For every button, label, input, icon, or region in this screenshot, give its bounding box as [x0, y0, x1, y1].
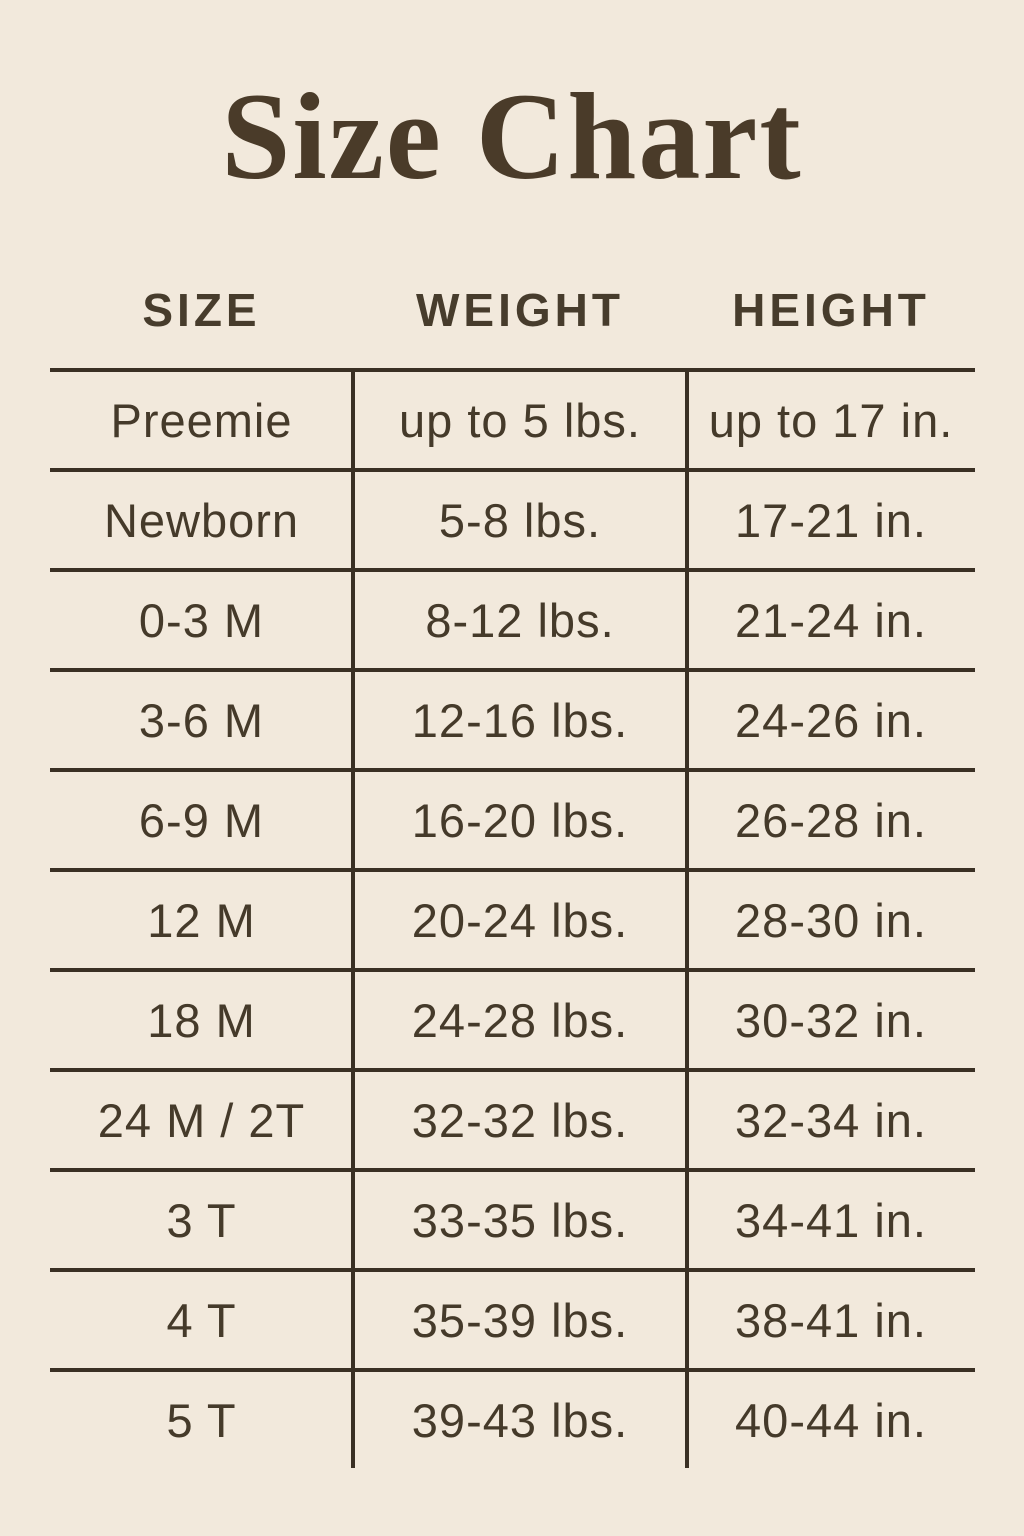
size-cell: Preemie: [110, 393, 293, 447]
table-row: 3-6 M 12-16 lbs. 24-26 in.: [50, 668, 975, 768]
table-row: Newborn 5-8 lbs. 17-21 in.: [50, 468, 975, 568]
table-row: 3 T 33-35 lbs. 34-41 in.: [50, 1168, 975, 1268]
height-cell: 32-34 in.: [735, 1093, 927, 1147]
column-header-weight: WEIGHT: [416, 284, 624, 336]
weight-cell: 5-8 lbs.: [438, 493, 602, 547]
height-cell: 38-41 in.: [735, 1293, 927, 1347]
size-cell: Newborn: [103, 493, 300, 547]
height-cell: 26-28 in.: [735, 793, 927, 847]
weight-cell: up to 5 lbs.: [399, 393, 641, 447]
table-row: 5 T 39-43 lbs. 40-44 in.: [50, 1368, 975, 1468]
height-cell: 40-44 in.: [735, 1393, 927, 1447]
size-cell: 5 T: [166, 1393, 237, 1447]
weight-cell: 8-12 lbs.: [425, 593, 615, 647]
table-row: 18 M 24-28 lbs. 30-32 in.: [50, 968, 975, 1068]
height-cell: up to 17 in.: [708, 393, 954, 447]
column-header-size: SIZE: [142, 284, 261, 336]
height-cell: 28-30 in.: [735, 893, 927, 947]
size-cell: 3 T: [166, 1193, 237, 1247]
column-divider-2: [685, 368, 689, 1468]
column-header-height: HEIGHT: [732, 284, 930, 336]
height-cell: 34-41 in.: [735, 1193, 927, 1247]
weight-cell: 24-28 lbs.: [411, 993, 629, 1047]
weight-cell: 16-20 lbs.: [411, 793, 629, 847]
weight-cell: 39-43 lbs.: [411, 1393, 629, 1447]
table-row: 4 T 35-39 lbs. 38-41 in.: [50, 1268, 975, 1368]
size-table: Preemie up to 5 lbs. up to 17 in. Newborn 5-…: [50, 368, 975, 1468]
size-cell: 18 M: [147, 993, 256, 1047]
weight-cell: 32-32 lbs.: [411, 1093, 629, 1147]
height-cell: 17-21 in.: [735, 493, 927, 547]
size-cell: 3-6 M: [138, 693, 265, 747]
weight-cell: 33-35 lbs.: [411, 1193, 629, 1247]
size-cell: 6-9 M: [138, 793, 265, 847]
weight-cell: 35-39 lbs.: [411, 1293, 629, 1347]
size-cell: 12 M: [147, 893, 256, 947]
table-row: 6-9 M 16-20 lbs. 26-28 in.: [50, 768, 975, 868]
table-row: Preemie up to 5 lbs. up to 17 in.: [50, 368, 975, 468]
height-cell: 30-32 in.: [735, 993, 927, 1047]
height-cell: 21-24 in.: [735, 593, 927, 647]
size-cell: 4 T: [166, 1293, 237, 1347]
size-cell: 0-3 M: [138, 593, 265, 647]
table-body: Preemie up to 5 lbs. up to 17 in. Newborn 5-…: [50, 368, 975, 1468]
page-title: Size Chart: [221, 68, 803, 205]
table-row: 24 M / 2T 32-32 lbs. 32-34 in.: [50, 1068, 975, 1168]
table-header-row: SIZE WEIGHT HEIGHT: [50, 283, 975, 337]
table-row: 12 M 20-24 lbs. 28-30 in.: [50, 868, 975, 968]
column-divider-1: [351, 368, 355, 1468]
height-cell: 24-26 in.: [735, 693, 927, 747]
size-cell: 24 M / 2T: [97, 1093, 306, 1147]
table-row: 0-3 M 8-12 lbs. 21-24 in.: [50, 568, 975, 668]
weight-cell: 20-24 lbs.: [411, 893, 629, 947]
weight-cell: 12-16 lbs.: [411, 693, 629, 747]
